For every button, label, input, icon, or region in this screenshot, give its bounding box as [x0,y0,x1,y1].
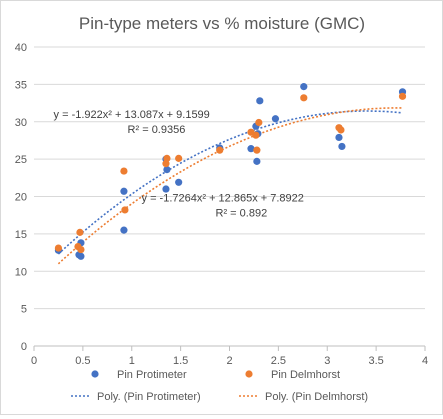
y-tick-label: 40 [15,42,27,54]
data-point [163,154,171,162]
data-point [77,245,85,254]
data-point [120,187,128,195]
data-point [398,92,407,100]
legend-label: Poly. (Pin Delmhorst) [265,391,368,403]
x-axis: 0 0.5 1 1.5 2 2.5 3 3.5 4 [31,345,428,367]
data-point [300,94,308,102]
x-tick-label: 4 [422,355,428,367]
data-point [335,133,343,142]
x-tick-label: 0 [31,355,37,367]
y-tick-label: 15 [15,229,27,241]
data-point [255,118,263,127]
x-tick-label: 2.5 [271,355,286,367]
data-point [253,157,261,165]
data-point [120,167,128,175]
data-point [121,206,129,214]
data-point [76,228,84,236]
y-axis: 0 5 10 15 20 25 30 35 40 [15,42,27,353]
data-point [256,97,264,105]
trendlines [57,107,403,265]
y-tick-label: 30 [15,117,27,129]
data-point [162,185,170,193]
trendline-r2: R² = 0.9356 [128,124,186,136]
trendline-curve [57,107,403,265]
chart-title: Pin-type meters vs % moisture (GMC) [79,14,365,33]
data-point [337,126,345,134]
data-point [77,252,85,260]
trendline-equations: y = -1.922x² + 13.087x + 9.1599 R² = 0.93… [54,109,304,220]
x-tick-label: 3.5 [368,355,383,367]
data-point [120,226,128,234]
y-tick-label: 20 [15,192,27,204]
data-point [216,146,224,154]
y-tick-label: 35 [15,79,27,91]
x-tick-label: 3 [324,355,330,367]
gridlines [34,46,425,347]
data-point [175,178,183,186]
legend: Pin Protimeter Pin Delmhorst Poly. (Pin Pr… [71,369,368,403]
legend-label: Pin Delmhorst [271,369,340,381]
legend-label: Poly. (Pin Protimeter) [97,391,201,403]
data-point [175,154,183,162]
data-point [163,165,171,174]
y-tick-label: 5 [21,304,27,316]
x-tick-label: 0.5 [75,355,90,367]
legend-marker [91,370,99,378]
data-points [54,83,407,260]
data-point [247,145,255,153]
trendline-equation: y = -1.7264x² + 12.865x + 7.8922 [142,193,304,205]
trendline-curve [57,110,403,255]
legend-marker [245,370,253,378]
data-point [253,146,261,154]
x-tick-label: 2 [226,355,232,367]
data-point [300,83,308,91]
data-point [54,244,63,252]
data-point [338,142,346,151]
x-tick-label: 1 [129,355,135,367]
data-point [252,131,260,139]
trendline-r2: R² = 0.892 [216,208,268,220]
data-point [271,115,280,123]
legend-label: Pin Protimeter [117,369,187,381]
y-tick-label: 25 [15,154,27,166]
y-tick-label: 0 [21,341,27,353]
x-tick-label: 1.5 [173,355,188,367]
trendline-equation: y = -1.922x² + 13.087x + 9.1599 [54,109,210,121]
y-tick-label: 10 [15,266,27,278]
